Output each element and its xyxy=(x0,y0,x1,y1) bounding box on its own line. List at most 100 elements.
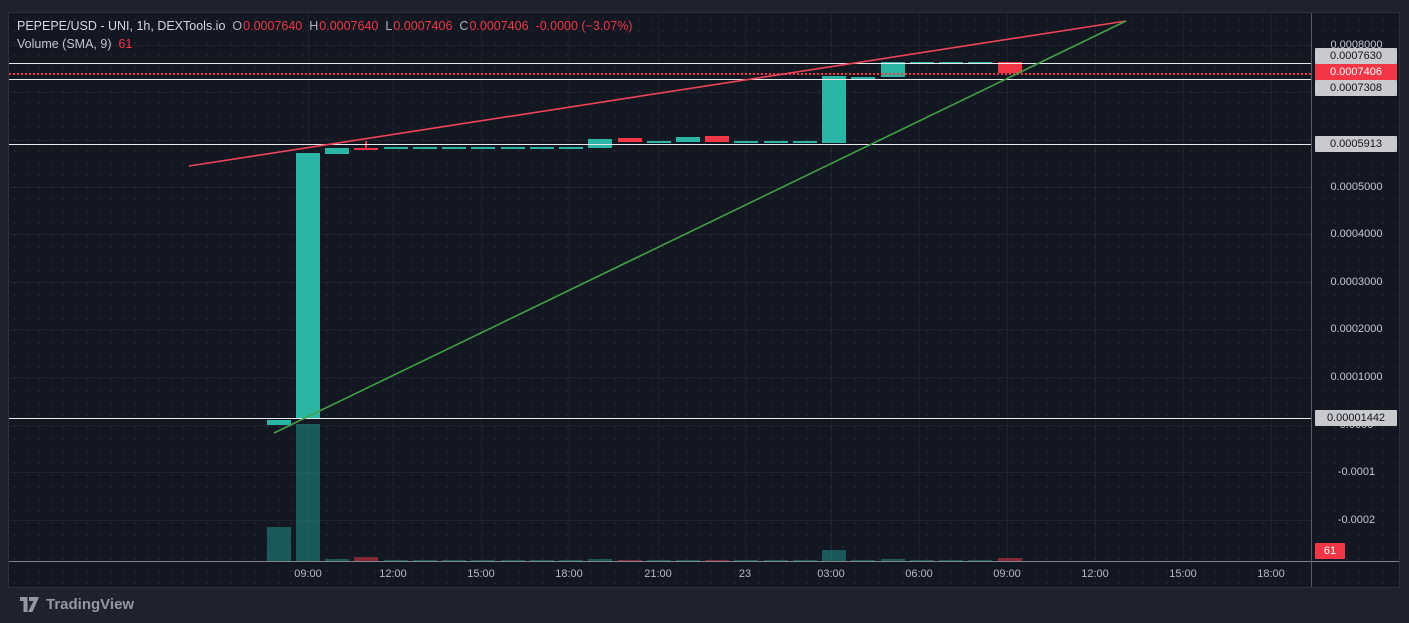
green-trendline[interactable] xyxy=(273,20,1127,434)
candle-body xyxy=(412,147,437,150)
grid-line-vertical xyxy=(1095,13,1096,561)
candle-body xyxy=(559,147,584,150)
candle-body xyxy=(471,147,496,150)
time-axis-label: 18:00 xyxy=(555,568,583,580)
volume-bar xyxy=(354,557,379,561)
price-axis-label: 0.0003000 xyxy=(1330,276,1383,288)
horizontal-price-line[interactable] xyxy=(9,63,1311,64)
candle-body xyxy=(266,420,291,425)
grid-line-horizontal xyxy=(9,472,1311,473)
volume-bar xyxy=(909,560,934,561)
candle-body xyxy=(442,147,467,150)
grid-line-horizontal xyxy=(9,140,1311,141)
candle xyxy=(529,13,554,561)
candle xyxy=(559,13,584,561)
volume-bar xyxy=(471,560,496,561)
grid-line-vertical xyxy=(658,13,659,561)
candle xyxy=(325,13,350,561)
candle-body xyxy=(997,62,1022,74)
volume-bar xyxy=(529,560,554,561)
candle xyxy=(383,13,408,561)
candle-body xyxy=(734,141,759,144)
time-axis-label: 12:00 xyxy=(1081,568,1109,580)
candle-body xyxy=(792,141,817,144)
candle xyxy=(763,13,788,561)
price-axis[interactable]: 0.0008000 0.0005000 0.0004000 0.0003000 0.00… xyxy=(1311,13,1399,561)
candle-body xyxy=(822,75,847,143)
volume-bar xyxy=(588,559,613,561)
price-axis-label: 0.0004000 xyxy=(1330,228,1383,240)
volume-bar xyxy=(939,560,964,561)
price-axis-badge: 61 xyxy=(1315,543,1345,559)
price-axis-badge: 0.0007308 xyxy=(1315,80,1397,96)
time-axis-label: 23 xyxy=(738,568,752,580)
axis-corner-divider xyxy=(1311,561,1312,587)
price-axis-label: 0.0005000 xyxy=(1330,181,1383,193)
price-axis-badge: 0.00001442 xyxy=(1315,410,1397,426)
candle-body xyxy=(500,147,525,150)
grid-line-vertical xyxy=(831,13,832,561)
candle xyxy=(792,13,817,561)
current-price-line[interactable] xyxy=(9,73,1311,75)
grid-line-horizontal xyxy=(9,282,1311,283)
ohlc-close: C0.0007406 xyxy=(459,19,529,33)
grid-line-horizontal xyxy=(9,329,1311,330)
price-axis-badge: 0.0007630 xyxy=(1315,48,1397,64)
candle xyxy=(500,13,525,561)
price-axis-label: -0.0001 xyxy=(1337,466,1376,478)
horizontal-price-line[interactable] xyxy=(9,418,1311,419)
volume-bar xyxy=(296,424,321,561)
legend-volume-row[interactable]: Volume (SMA, 9) 61 xyxy=(17,35,632,53)
volume-bar xyxy=(880,559,905,561)
candle-body xyxy=(325,148,350,155)
legend: PEPEPE/USD - UNI, 1h, DEXTools.io O0.000… xyxy=(17,17,632,53)
red-trendline[interactable] xyxy=(188,20,1127,167)
volume-bar xyxy=(705,560,730,561)
time-axis-label: 15:00 xyxy=(467,568,495,580)
price-axis-badge: 0.0007406 xyxy=(1315,64,1397,80)
candle xyxy=(997,13,1022,561)
volume-bar xyxy=(734,560,759,561)
volume-bar xyxy=(997,558,1022,561)
chart-widget: PEPEPE/USD - UNI, 1h, DEXTools.io O0.000… xyxy=(8,12,1400,588)
candle xyxy=(705,13,730,561)
candle xyxy=(822,13,847,561)
price-axis-label: -0.0002 xyxy=(1337,514,1376,526)
time-axis-label: 15:00 xyxy=(1169,568,1197,580)
time-axis-label: 09:00 xyxy=(993,568,1021,580)
legend-symbol-row[interactable]: PEPEPE/USD - UNI, 1h, DEXTools.io O0.000… xyxy=(17,17,632,35)
grid-line-horizontal xyxy=(9,520,1311,521)
horizontal-price-line[interactable] xyxy=(9,79,1311,80)
volume-bar xyxy=(266,527,291,561)
candle xyxy=(617,13,642,561)
volume-bar xyxy=(442,560,467,561)
time-axis-label: 21:00 xyxy=(644,568,672,580)
candle xyxy=(676,13,701,561)
candle-body xyxy=(617,138,642,142)
time-axis-label: 12:00 xyxy=(379,568,407,580)
chart-plot-area[interactable]: PEPEPE/USD - UNI, 1h, DEXTools.io O0.000… xyxy=(9,13,1311,561)
grid-line-vertical xyxy=(745,13,746,561)
tradingview-logo[interactable]: TradingView xyxy=(20,596,134,613)
horizontal-price-line[interactable] xyxy=(9,144,1311,145)
symbol-title: PEPEPE/USD - UNI, 1h, DEXTools.io xyxy=(17,19,226,33)
volume-bar xyxy=(325,559,350,561)
price-axis-label: 0.0001000 xyxy=(1330,371,1383,383)
candle xyxy=(851,13,876,561)
volume-bar xyxy=(822,550,847,561)
grid-line-vertical xyxy=(569,13,570,561)
candle-body xyxy=(705,136,730,142)
grid-line-vertical xyxy=(1271,13,1272,561)
candle xyxy=(412,13,437,561)
volume-bar xyxy=(412,560,437,561)
time-axis-label: 03:00 xyxy=(817,568,845,580)
grid-line-horizontal xyxy=(9,425,1311,426)
candle-body xyxy=(588,139,613,149)
time-axis[interactable]: 09:00 12:00 15:00 18:00 21:00 23 03:00 06:00 09:… xyxy=(9,561,1399,587)
candle-body xyxy=(851,77,876,80)
time-axis-label: 06:00 xyxy=(905,568,933,580)
time-axis-label: 18:00 xyxy=(1257,568,1285,580)
grid-line-vertical xyxy=(1183,13,1184,561)
candle xyxy=(442,13,467,561)
candle-body xyxy=(646,140,671,143)
